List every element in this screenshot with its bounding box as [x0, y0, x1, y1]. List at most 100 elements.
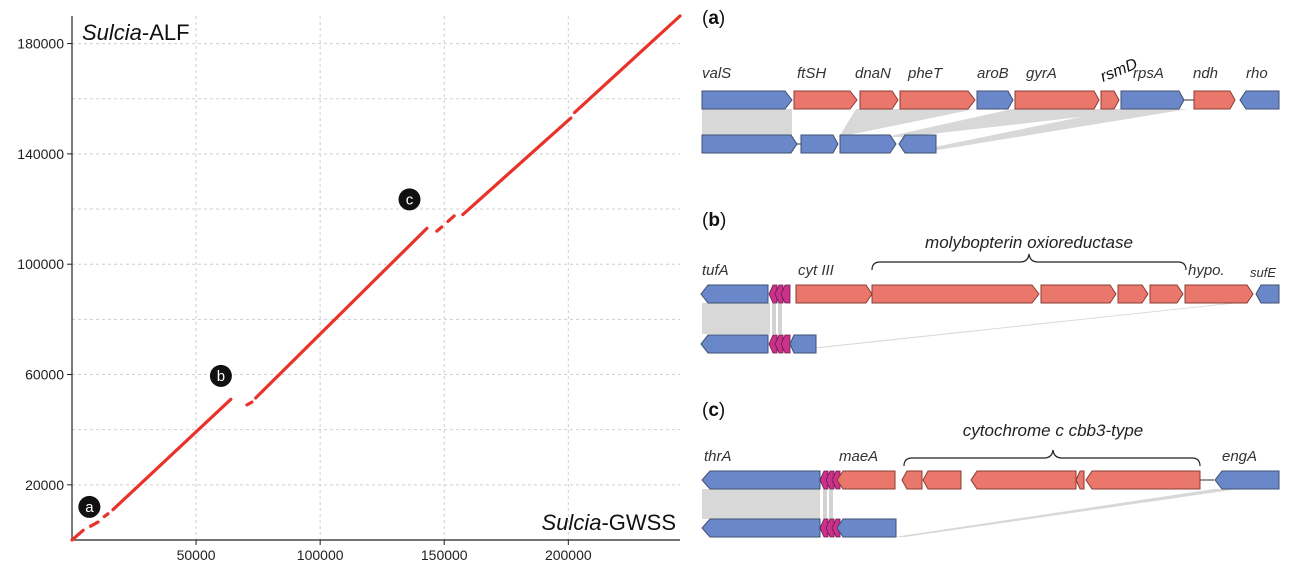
synteny-shade [839, 109, 975, 137]
synteny-shade [894, 489, 1238, 537]
marker-label: a [85, 499, 94, 516]
small-gene [780, 334, 791, 354]
alignment-segment [245, 400, 254, 407]
small-gene [768, 334, 778, 354]
gene-valS-homolog [701, 134, 798, 154]
gene-cytIII [795, 284, 873, 304]
small-gene [774, 334, 784, 354]
y-tick-label: 140000 [17, 146, 64, 162]
gene-sufE [1255, 284, 1280, 304]
gene-thrA [701, 470, 821, 490]
gene-moly-4 [1149, 284, 1184, 304]
x-tick-label: 100000 [297, 547, 344, 562]
alignment-segment [572, 14, 682, 115]
panel-a-genes-bottom [701, 134, 937, 154]
y-tick-label: 100000 [17, 256, 64, 272]
label-ftSH: ftSH [797, 65, 826, 82]
gene-tufA-homolog [700, 334, 769, 354]
marker-label: b [217, 368, 225, 385]
gene-homolog [800, 134, 839, 154]
label-hypo: hypo. [1188, 262, 1225, 279]
gene-hypo [1184, 284, 1254, 304]
marker-label: c [406, 191, 414, 208]
panel-a-shading [702, 109, 1188, 150]
x-label-genus: Sulcia [542, 510, 602, 535]
y-label-genus: Sulcia [82, 20, 142, 45]
gene-thrA-homolog [701, 518, 821, 538]
alignment-segment [89, 520, 100, 528]
alignment-segment [461, 116, 573, 217]
synteny-shade [702, 109, 792, 137]
alignment-segment [435, 225, 444, 233]
synteny-shade [810, 303, 1238, 348]
gene-pheT [899, 90, 976, 110]
gene-homolog [898, 134, 937, 154]
x-axis-label: Sulcia-GWSS [542, 510, 676, 535]
marker-circle [209, 364, 232, 387]
label-engA: engA [1222, 448, 1257, 465]
gene-moly-2 [1040, 284, 1117, 304]
gene-ndh [1193, 90, 1236, 110]
gene-cbb3-3 [970, 470, 1077, 490]
gene-aroB [976, 90, 1014, 110]
panel-c-shading [702, 489, 1238, 537]
gene-rho [1239, 90, 1280, 110]
label-rpsA: rpsA [1133, 65, 1164, 82]
group-label-cbb3: cytochrome c cbb3-type [963, 421, 1143, 440]
panel-b-genes-top [700, 284, 1280, 304]
label-tufA: tufA [702, 262, 729, 279]
label-maeA: maeA [839, 448, 878, 465]
x-tick-label: 150000 [421, 547, 468, 562]
y-label-strain: -ALF [142, 20, 190, 45]
x-tick-label: 200000 [545, 547, 592, 562]
small-gene [780, 284, 791, 304]
gene-rpsA [1120, 90, 1185, 110]
panel-c: (c) thr [701, 400, 1280, 538]
gene-rsmD [1100, 90, 1120, 110]
panel-c-genes-bottom [701, 518, 897, 538]
alignment-segment [111, 397, 233, 512]
dot-plot: 50000 100000 150000 200000 20000 60000 100000… [17, 14, 682, 562]
gene-homolog [789, 334, 817, 354]
gene-maeA [836, 470, 896, 490]
marker-c: c [398, 188, 421, 211]
group-brace [871, 253, 1187, 271]
panel-a: (a) valS ftSH [701, 8, 1280, 154]
small-gene [825, 518, 835, 538]
x-tick-label: 50000 [177, 547, 216, 562]
panel-c-genes-top [701, 470, 1280, 490]
marker-a: a [78, 495, 101, 518]
label-gyrA: gyrA [1026, 65, 1057, 82]
small-gene [774, 284, 784, 304]
panel-b: (b) tufA [700, 210, 1280, 354]
panel-c-labels: thrA maeA cytochrome c cbb3-type engA [704, 421, 1257, 465]
marker-b: b [209, 364, 232, 387]
label-sufE: sufE [1250, 265, 1276, 280]
x-axis-ticks: 50000 100000 150000 200000 [177, 540, 592, 562]
small-gene [831, 518, 841, 538]
small-gene [825, 470, 835, 490]
alignment-segment [70, 528, 85, 542]
alignment-segment [254, 226, 429, 400]
gene-cbb3-2 [922, 470, 962, 490]
gene-moly-1 [871, 284, 1040, 304]
alignment-segment [446, 214, 456, 224]
y-axis-label: Sulcia-ALF [82, 20, 190, 45]
synteny-shade [886, 109, 1150, 137]
synteny-shade [920, 109, 1188, 150]
y-tick-label: 180000 [17, 36, 64, 52]
gene-cbb3-4 [1075, 470, 1085, 490]
label-valS: valS [702, 65, 731, 82]
gene-homolog [839, 134, 897, 154]
panel-a-letter: (a) [702, 8, 725, 29]
small-gene [831, 470, 841, 490]
panel-b-genes-bottom [700, 334, 817, 354]
gene-homolog [836, 518, 897, 538]
label-dnaN: dnaN [855, 65, 891, 82]
x-label-strain: -GWSS [601, 510, 676, 535]
gene-gyrA [1014, 90, 1100, 110]
alignment-segments [70, 14, 682, 542]
gene-panels: .gb { fill: #6a88c9; stroke: #3d4f72; st… [700, 8, 1280, 538]
label-pheT: pheT [907, 65, 944, 82]
label-cytIII: cyt III [798, 262, 834, 279]
